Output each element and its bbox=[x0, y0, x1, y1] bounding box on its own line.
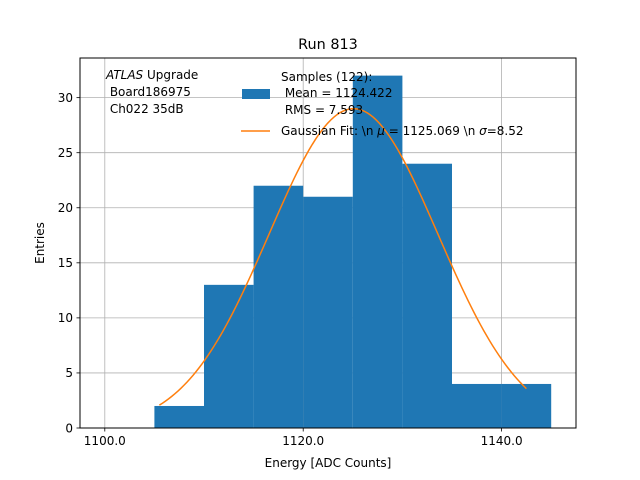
legend-fit-suffix: =8.52 bbox=[487, 124, 524, 138]
bars-layer bbox=[154, 75, 552, 428]
y-tick-label: 5 bbox=[65, 366, 73, 380]
x-ticks: 1100.0 1120.0 1140.0 bbox=[84, 428, 523, 448]
x-tick-label: 1100.0 bbox=[84, 434, 126, 448]
histogram-bar bbox=[204, 284, 254, 428]
legend-hist-line-2: Mean = 1124.422 bbox=[281, 86, 392, 100]
y-axis-label: Entries bbox=[33, 222, 47, 264]
legend: Samples (122): Mean = 1124.422 RMS = 7.5… bbox=[241, 70, 524, 138]
annotation-line-3: Ch022 35dB bbox=[106, 102, 184, 116]
x-tick-label: 1120.0 bbox=[282, 434, 324, 448]
histogram-bar bbox=[352, 75, 403, 428]
legend-hist-swatch bbox=[242, 89, 270, 99]
legend-hist-line-3: RMS = 7.593 bbox=[281, 103, 363, 117]
y-tick-label: 20 bbox=[58, 201, 73, 215]
x-axis-label: Energy [ADC Counts] bbox=[265, 456, 392, 470]
chart-title: Run 813 bbox=[298, 37, 358, 53]
gaussian-fit-line bbox=[158, 107, 527, 406]
legend-fit-prefix: Gaussian Fit: \n bbox=[281, 124, 377, 138]
y-tick-label: 15 bbox=[58, 256, 73, 270]
y-tick-label: 30 bbox=[58, 91, 73, 105]
annotation-atlas-word: ATLAS bbox=[105, 68, 144, 82]
plot-frame bbox=[79, 57, 577, 429]
histogram-bar bbox=[303, 196, 353, 428]
y-tick-label: 0 bbox=[65, 421, 73, 435]
fit-layer bbox=[158, 107, 527, 406]
legend-fit-label: Gaussian Fit: \n μ = 1125.069 \n σ=8.52 bbox=[281, 124, 524, 138]
y-tick-label: 25 bbox=[58, 146, 73, 160]
legend-fit-middle: = 1125.069 \n bbox=[385, 124, 479, 138]
histogram-bar bbox=[402, 163, 452, 428]
y-tick-label: 10 bbox=[58, 311, 73, 325]
histogram-bar bbox=[253, 185, 304, 428]
annotation-upgrade-word: Upgrade bbox=[143, 68, 198, 82]
annotation-line-2: Board186975 bbox=[106, 85, 191, 99]
legend-fit-sigma: σ bbox=[479, 124, 487, 138]
annotation-line-1: ATLAS Upgrade bbox=[105, 68, 198, 82]
histogram-bar bbox=[501, 383, 552, 428]
atlas-annotation: ATLAS Upgrade Board186975 Ch022 35dB bbox=[105, 68, 198, 116]
x-tick-label: 1140.0 bbox=[481, 434, 523, 448]
legend-hist-line-1: Samples (122): bbox=[281, 70, 372, 84]
legend-fit-mu: μ bbox=[376, 124, 385, 138]
histogram-bar bbox=[154, 405, 204, 428]
histogram-bar bbox=[452, 383, 502, 428]
y-ticks: 0 5 10 15 20 25 30 bbox=[58, 91, 80, 435]
